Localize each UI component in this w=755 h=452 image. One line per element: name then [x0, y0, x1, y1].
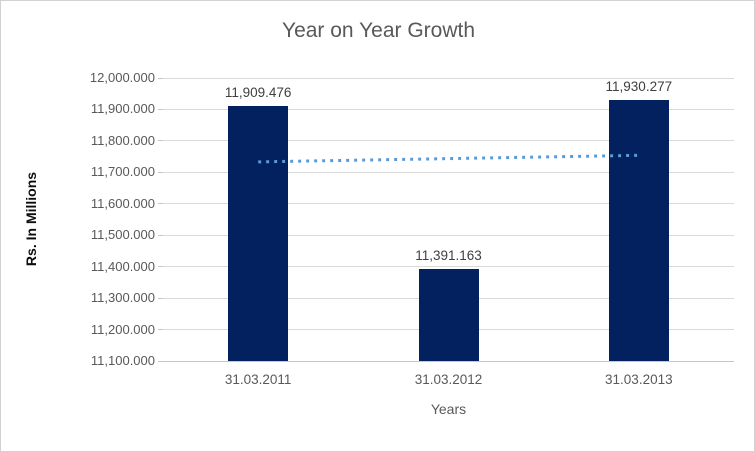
gridline [163, 140, 734, 142]
gridline [163, 77, 734, 79]
x-axis-line [163, 360, 734, 362]
y-tick-mark [158, 108, 163, 110]
bar-31.03.2013 [608, 99, 669, 361]
x-axis-title: Years [430, 401, 467, 417]
y-tick-mark [158, 140, 163, 142]
y-tick-label: 11,600.000 [90, 195, 155, 211]
y-tick-label: 11,900.000 [90, 101, 155, 117]
bar-31.03.2011 [228, 106, 289, 361]
gridline [163, 203, 734, 205]
y-tick-mark [158, 203, 163, 205]
data-label: 11,909.476 [224, 85, 292, 101]
chart-title: Year on Year Growth [281, 19, 476, 42]
y-tick-mark [158, 171, 163, 173]
y-tick-mark [158, 234, 163, 236]
y-tick-mark [158, 329, 163, 331]
y-tick-label: 12,000.000 [89, 70, 155, 85]
gridline [163, 266, 734, 268]
data-label: 11,930.277 [605, 78, 673, 94]
y-tick-mark [158, 360, 163, 362]
y-tick-label: 11,700.000 [90, 164, 155, 180]
y-tick-mark [158, 266, 163, 268]
y-tick-label: 11,300.000 [90, 290, 155, 306]
x-axis-tick-label: 31.03.2012 [414, 372, 483, 387]
y-tick-mark [158, 297, 163, 299]
x-axis-tick-label: 31.03.2013 [605, 372, 673, 387]
y-tick-mark [158, 77, 163, 79]
y-tick-label: 11,400.000 [90, 258, 155, 274]
gridline [163, 171, 734, 173]
trendline [258, 153, 639, 164]
gridline [163, 108, 734, 110]
bar-31.03.2012 [418, 269, 479, 361]
y-tick-label: 11,200.000 [90, 321, 155, 337]
x-axis-tick-label: 31.03.2011 [224, 372, 292, 387]
y-tick-label: 11,800.000 [90, 132, 155, 148]
y-tick-label: 11,500.000 [90, 227, 155, 243]
gridline [163, 234, 734, 236]
data-label: 11,391.163 [415, 248, 482, 264]
y-tick-label: 11,100.000 [90, 353, 155, 368]
